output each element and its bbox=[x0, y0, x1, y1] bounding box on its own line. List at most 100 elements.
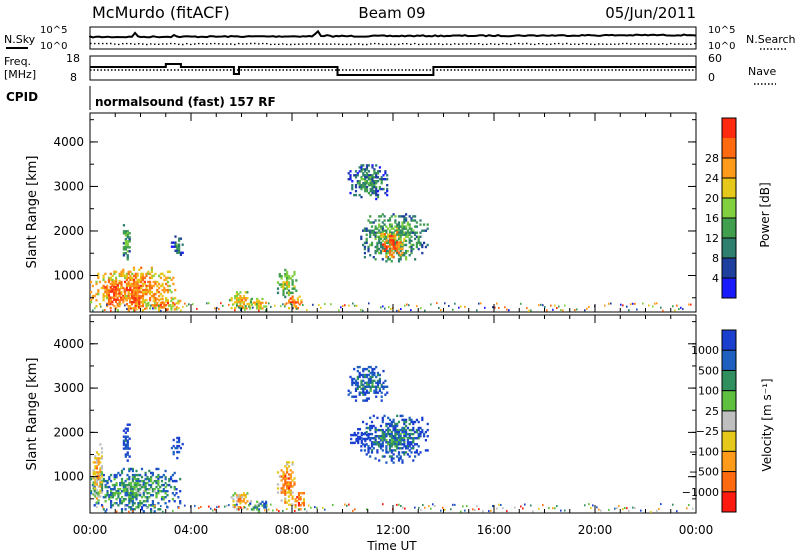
data-cell bbox=[390, 247, 393, 250]
scatter-cell bbox=[310, 506, 312, 509]
data-cell bbox=[401, 225, 404, 228]
data-cell bbox=[256, 500, 259, 503]
data-cell bbox=[151, 473, 154, 477]
data-cell bbox=[128, 423, 131, 426]
data-cell bbox=[286, 485, 289, 488]
data-cell bbox=[265, 502, 268, 505]
data-cell bbox=[257, 502, 261, 505]
data-cell bbox=[136, 278, 139, 282]
data-cell bbox=[371, 367, 374, 371]
data-cell bbox=[383, 223, 386, 226]
data-cell bbox=[135, 496, 138, 499]
data-cell bbox=[297, 498, 300, 501]
data-cell bbox=[131, 473, 134, 477]
data-cell bbox=[367, 391, 370, 394]
data-cell bbox=[369, 193, 372, 197]
data-cell bbox=[353, 441, 356, 445]
data-cell bbox=[369, 182, 372, 185]
data-cell bbox=[388, 447, 392, 450]
data-cell bbox=[170, 308, 173, 311]
data-cell bbox=[354, 387, 358, 390]
scatter-cell bbox=[234, 506, 236, 509]
data-cell bbox=[126, 477, 129, 481]
data-cell bbox=[122, 488, 125, 491]
scatter-cell bbox=[584, 309, 586, 312]
data-cell bbox=[124, 238, 127, 241]
scatter-cell bbox=[216, 506, 218, 509]
data-cell bbox=[380, 187, 383, 191]
data-cell bbox=[115, 270, 118, 273]
data-cell bbox=[394, 249, 397, 253]
data-cell bbox=[412, 445, 415, 448]
data-cell bbox=[369, 235, 372, 238]
scatter-cell bbox=[324, 508, 326, 511]
data-cell bbox=[405, 435, 408, 438]
data-cell bbox=[381, 443, 384, 446]
data-cell bbox=[376, 193, 380, 197]
data-cell bbox=[174, 288, 177, 292]
data-cell bbox=[381, 247, 384, 251]
scatter-cell bbox=[626, 507, 628, 510]
data-cell bbox=[108, 477, 111, 481]
data-cell bbox=[113, 492, 116, 495]
colorbar-swatch bbox=[722, 390, 736, 412]
scatter-cell bbox=[514, 506, 516, 509]
data-cell bbox=[360, 373, 363, 377]
data-cell bbox=[241, 500, 244, 503]
data-cell bbox=[362, 385, 365, 388]
data-cell bbox=[151, 471, 154, 475]
data-cell bbox=[287, 465, 291, 468]
data-cell bbox=[159, 490, 162, 493]
data-cell bbox=[378, 170, 381, 173]
data-cell bbox=[375, 187, 378, 191]
scatter-cell bbox=[288, 503, 290, 506]
data-cell bbox=[426, 428, 429, 432]
noise-panel bbox=[89, 26, 697, 50]
data-cell bbox=[107, 292, 110, 295]
data-cell bbox=[122, 490, 125, 493]
data-cell bbox=[99, 471, 102, 474]
data-cell bbox=[241, 507, 244, 511]
data-cell bbox=[408, 237, 411, 241]
data-cell bbox=[147, 280, 150, 284]
scatter-cell bbox=[672, 503, 674, 506]
data-cell bbox=[137, 481, 140, 485]
colorbar-tick-label: 8 bbox=[712, 252, 719, 265]
data-cell bbox=[120, 292, 123, 296]
data-cell bbox=[378, 219, 381, 222]
data-cell bbox=[97, 477, 100, 480]
data-cell bbox=[124, 252, 127, 255]
data-cell bbox=[94, 473, 97, 476]
data-cell bbox=[397, 432, 401, 436]
scatter-cell bbox=[500, 504, 502, 506]
data-cell bbox=[153, 479, 156, 483]
data-cell bbox=[124, 280, 127, 284]
colorbar-tick-label: 25 bbox=[705, 405, 719, 418]
data-cell bbox=[381, 455, 384, 458]
data-cell bbox=[399, 237, 402, 241]
data-cell bbox=[97, 491, 100, 494]
data-cell bbox=[120, 284, 123, 288]
data-cell bbox=[364, 178, 367, 181]
data-cell bbox=[405, 213, 408, 216]
data-cell bbox=[401, 461, 404, 464]
data-cell bbox=[166, 308, 169, 311]
data-cell bbox=[143, 288, 146, 292]
data-cell bbox=[170, 485, 173, 489]
data-cell bbox=[367, 191, 370, 195]
data-cell bbox=[93, 504, 96, 507]
scatter-cell bbox=[174, 303, 176, 306]
data-cell bbox=[291, 279, 294, 282]
data-cell bbox=[419, 219, 422, 222]
data-cell bbox=[408, 437, 411, 440]
data-cell bbox=[379, 215, 383, 218]
data-cell bbox=[394, 235, 397, 238]
data-cell bbox=[92, 471, 95, 474]
scatter-cell bbox=[340, 306, 342, 309]
data-cell bbox=[120, 298, 123, 301]
data-cell bbox=[405, 233, 408, 236]
scatter-cell bbox=[344, 304, 346, 307]
scatter-cell bbox=[556, 505, 558, 507]
data-cell bbox=[423, 229, 426, 232]
